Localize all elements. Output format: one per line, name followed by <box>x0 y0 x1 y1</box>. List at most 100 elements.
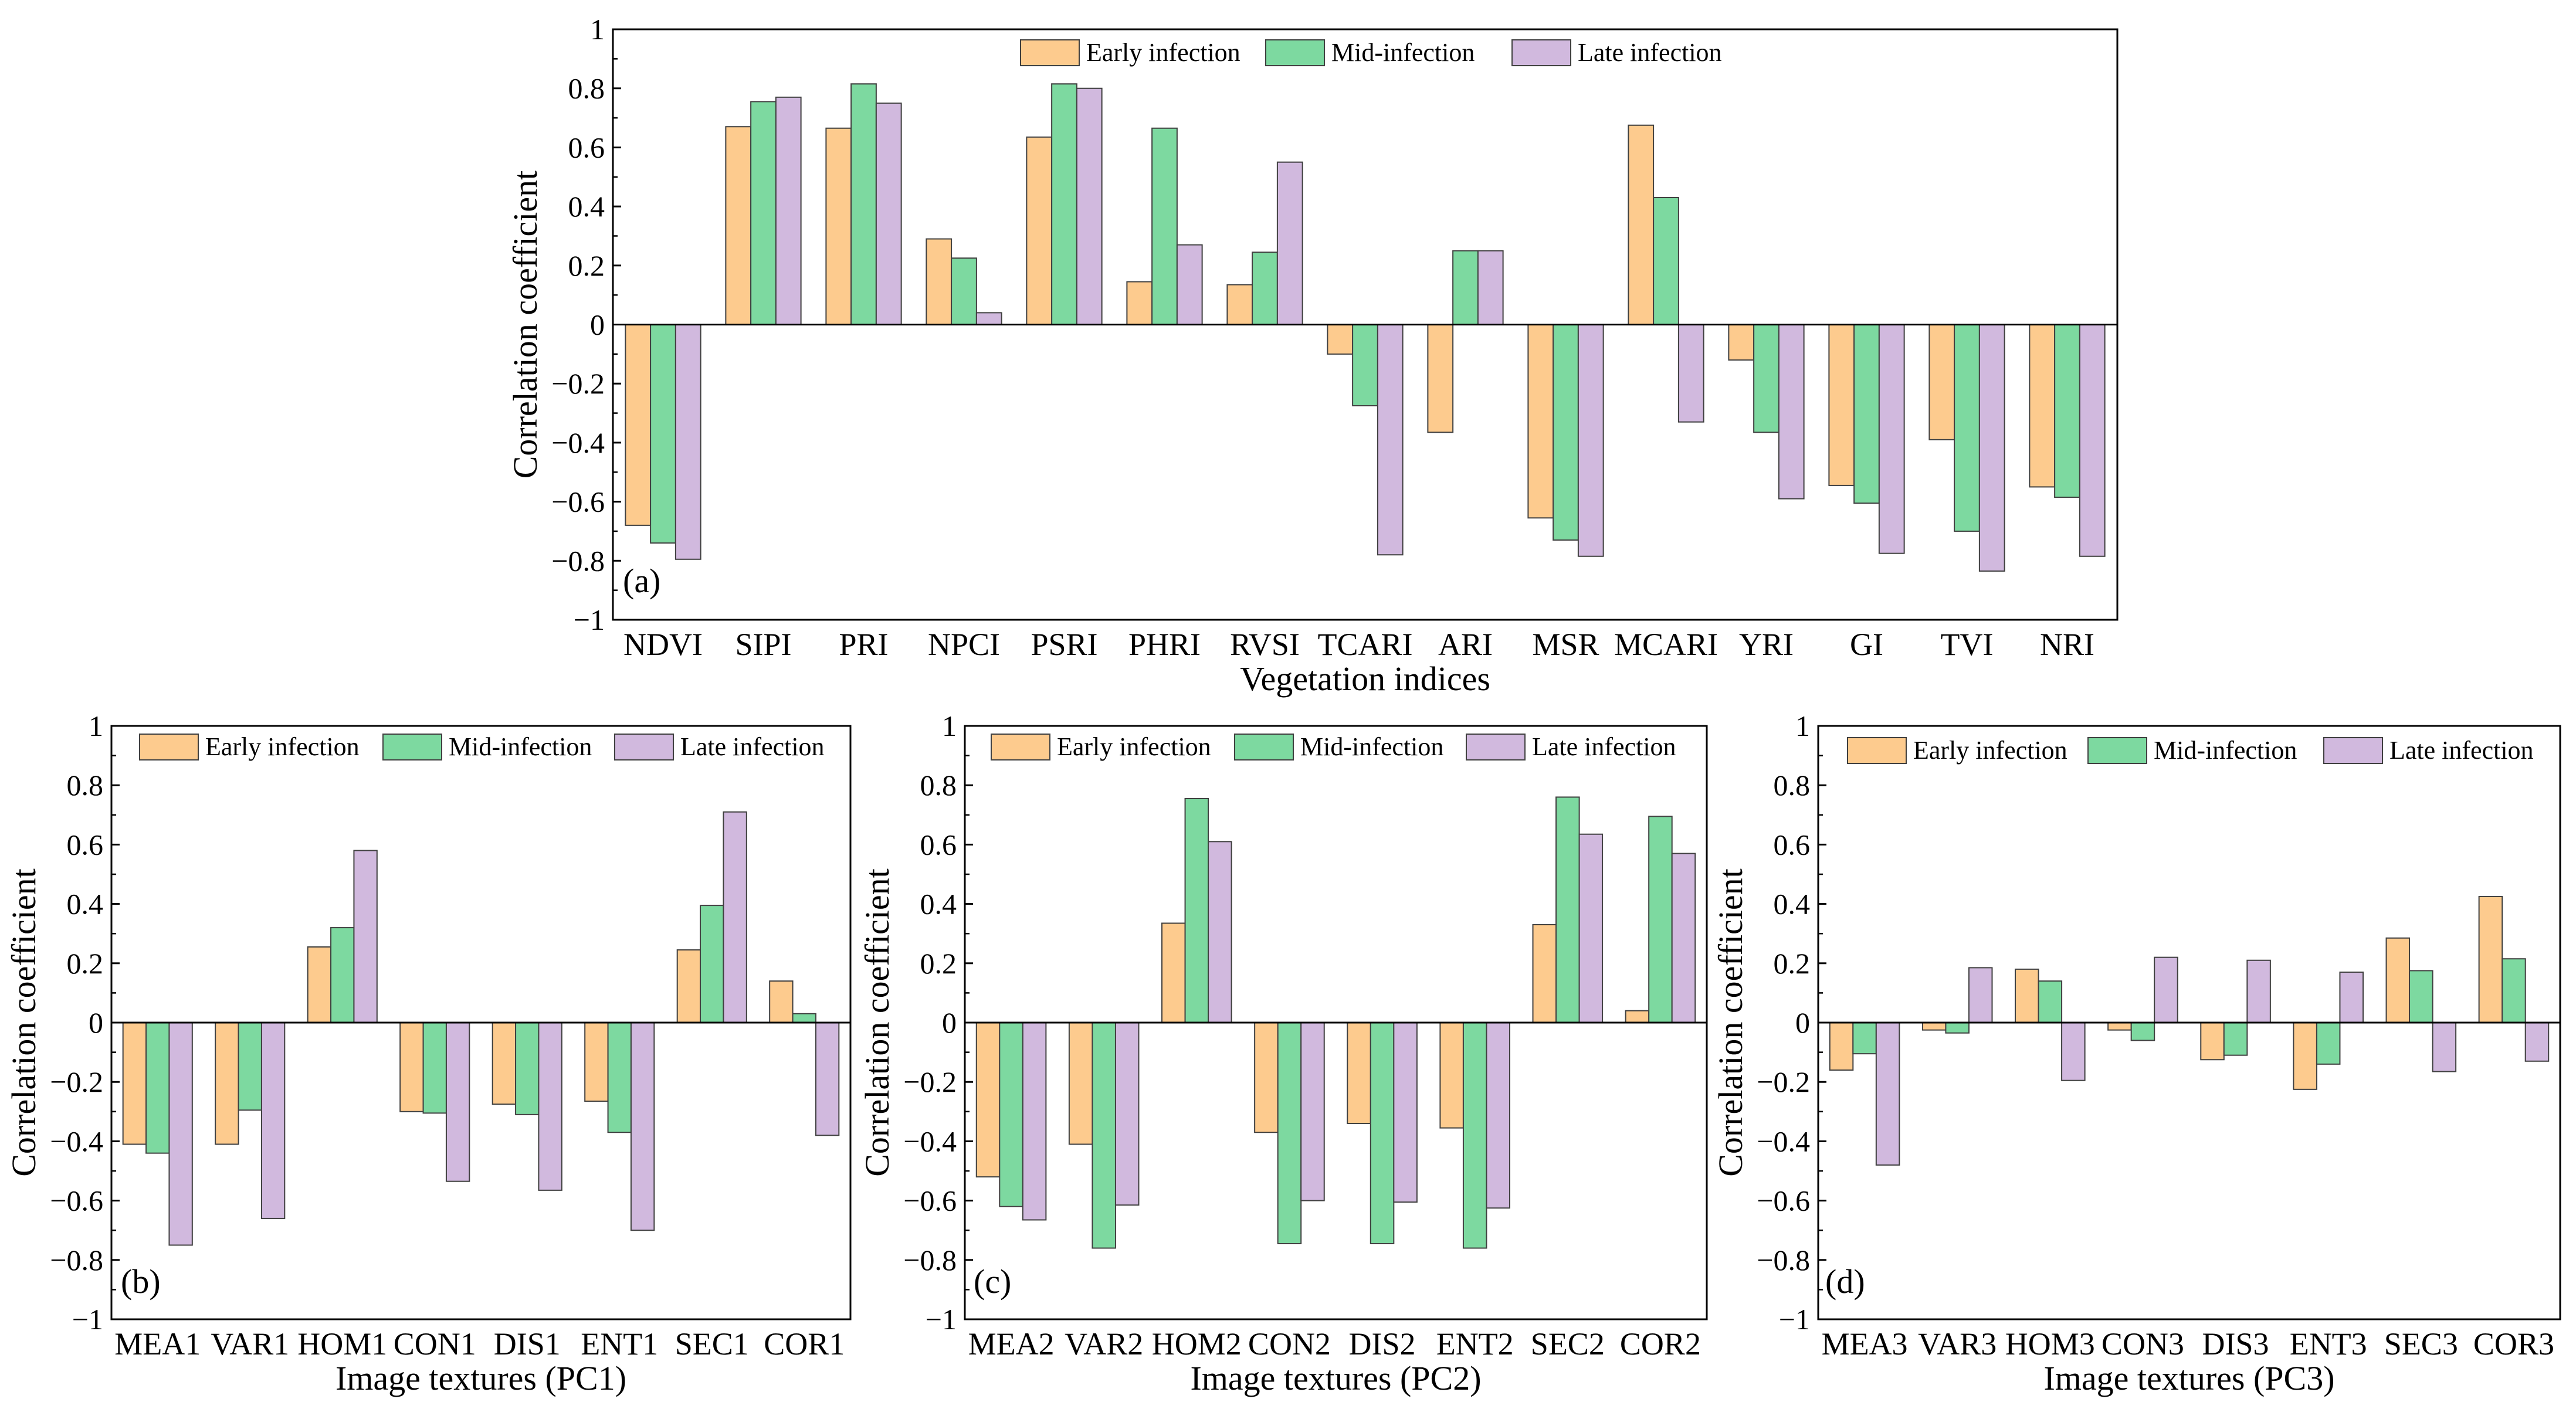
x-category-label: MEA2 <box>968 1326 1055 1362</box>
bar-c-mid-var2 <box>1092 1022 1116 1249</box>
x-category-label: TCARI <box>1318 627 1413 662</box>
bar-b-mid-dis1 <box>515 1022 540 1115</box>
x-category-label: DIS2 <box>1349 1326 1416 1362</box>
bar-a-late-nri <box>2079 324 2106 557</box>
y-tick-label: −0.6 <box>1757 1184 1810 1217</box>
chart-panel-d: −1 −0.8 −0.6 −0.4 −0.2 0 0.2 0.4 0.6 0.8 1 MEA3 VAR3… <box>1711 709 2561 1397</box>
x-category-label: RVSI <box>1230 627 1300 662</box>
x-category-label: HOM3 <box>2005 1326 2095 1362</box>
y-tick-label: 0.6 <box>67 828 104 861</box>
legend-label-mid: Mid-infection <box>1331 38 1475 67</box>
y-tick-label: 0.4 <box>568 190 605 223</box>
bar-c-mid-sec2 <box>1555 796 1580 1023</box>
bar-d-early-cor3 <box>2478 895 2503 1023</box>
y-axis-title: Correlation coefficient <box>5 868 43 1177</box>
bar-d-early-mea3 <box>1829 1022 1854 1071</box>
bar-d-late-var3 <box>1968 967 1993 1024</box>
bar-a-early-ari <box>1427 324 1454 433</box>
y-tick-label: −0.2 <box>903 1065 957 1098</box>
x-category-label: NPCI <box>928 627 1000 662</box>
y-tick-label: −0.2 <box>1757 1065 1810 1098</box>
bar-a-early-gi <box>1828 324 1855 486</box>
bar-b-early-sec1 <box>676 949 701 1024</box>
x-category-label: ENT1 <box>581 1326 658 1362</box>
y-tick-label: 0 <box>942 1006 957 1039</box>
bar-c-early-sec2 <box>1532 924 1557 1024</box>
bar-a-mid-gi <box>1853 324 1880 504</box>
bar-b-early-dis1 <box>492 1022 517 1105</box>
y-tick-label: −0.2 <box>551 367 605 400</box>
bar-a-mid-yri <box>1753 324 1780 433</box>
x-axis-title: Image textures (PC2) <box>1190 1359 1481 1397</box>
x-category-label: CON3 <box>2102 1326 2184 1362</box>
x-category-label: SEC1 <box>675 1326 749 1362</box>
legend-swatch-early <box>1020 39 1080 66</box>
bar-d-late-hom3 <box>2061 1022 2086 1081</box>
legend-label-early: Early infection <box>1913 736 2067 765</box>
bar-a-late-tcari <box>1377 324 1404 556</box>
bar-c-early-var2 <box>1068 1022 1093 1145</box>
y-tick-label: 0.6 <box>920 828 957 861</box>
bar-b-late-dis1 <box>538 1022 562 1191</box>
y-axis-title: Correlation coefficient <box>858 868 896 1177</box>
chart-panel-c: −1 −0.8 −0.6 −0.4 −0.2 0 0.2 0.4 0.6 0.8 1 MEA2 VAR2… <box>858 709 1708 1397</box>
y-tick-label: 0.2 <box>1774 947 1811 980</box>
y-tick-label: −0.8 <box>903 1244 957 1276</box>
y-tick-label: −0.4 <box>551 426 605 459</box>
y-tick-label: 0.8 <box>67 769 104 802</box>
bar-a-late-gi <box>1878 324 1905 554</box>
y-tick-label: 0.4 <box>1774 888 1811 921</box>
bar-a-late-rvsi <box>1276 161 1303 325</box>
legend-label-early: Early infection <box>205 732 360 761</box>
bar-c-late-con2 <box>1300 1022 1325 1201</box>
bar-d-early-ent3 <box>2293 1022 2317 1090</box>
legend-label-late: Late infection <box>2389 736 2534 765</box>
bar-a-late-psri <box>1076 87 1103 325</box>
x-category-label: NRI <box>2040 627 2094 662</box>
legend-swatch-late <box>1466 734 1526 760</box>
panel-label: (c) <box>974 1262 1011 1301</box>
bar-a-mid-rvsi <box>1252 252 1278 325</box>
legend-swatch-early <box>991 734 1050 760</box>
y-tick-label: 0 <box>590 308 605 341</box>
bar-d-mid-sec3 <box>2409 970 2433 1023</box>
bar-d-early-sec3 <box>2385 937 2411 1024</box>
y-tick-label: 0.2 <box>67 947 104 980</box>
bar-b-early-var1 <box>215 1022 239 1145</box>
bar-d-mid-ent3 <box>2316 1022 2341 1065</box>
legend-swatch-early <box>139 734 199 760</box>
legend: Early infection Mid-infection Late infecti… <box>991 732 1676 761</box>
y-tick-label: −0.2 <box>50 1065 103 1098</box>
x-category-label: HOM1 <box>297 1326 387 1362</box>
panel-label: (b) <box>121 1262 161 1301</box>
legend-swatch-late <box>1511 39 1571 66</box>
bar-a-late-msr <box>1577 324 1604 557</box>
bar-c-mid-dis2 <box>1370 1022 1395 1244</box>
bar-a-early-nri <box>2029 324 2056 488</box>
legend-swatch-early <box>1847 737 1907 764</box>
y-tick-label: 0.4 <box>67 888 104 921</box>
legend: Early infection Mid-infection Late infecti… <box>1020 38 1722 67</box>
legend-label-late: Late infection <box>1578 38 1722 67</box>
legend-label-early: Early infection <box>1057 732 1211 761</box>
y-tick-label: 0.6 <box>1774 828 1811 861</box>
x-category-label: MEA3 <box>1822 1326 1908 1362</box>
bar-a-mid-sipi <box>750 101 777 325</box>
bar-a-mid-psri <box>1051 83 1077 325</box>
y-tick-label: 0.8 <box>1774 769 1811 802</box>
legend-label-late: Late infection <box>680 732 825 761</box>
bar-b-early-ent1 <box>584 1022 609 1102</box>
y-tick-label: 0 <box>1795 1006 1810 1039</box>
bar-a-mid-mcari <box>1653 196 1679 325</box>
legend-swatch-mid <box>1265 39 1325 66</box>
bar-d-mid-mea3 <box>1852 1022 1877 1055</box>
legend-label-mid: Mid-infection <box>2154 736 2297 765</box>
bar-a-early-ndvi <box>625 324 652 526</box>
y-tick-label: −0.8 <box>50 1244 103 1276</box>
y-tick-label: 1 <box>942 709 957 742</box>
legend-swatch-late <box>2323 737 2383 764</box>
y-axis-title: Correlation coefficient <box>506 171 544 479</box>
bar-a-mid-msr <box>1553 324 1579 541</box>
bar-c-mid-hom2 <box>1184 797 1209 1023</box>
